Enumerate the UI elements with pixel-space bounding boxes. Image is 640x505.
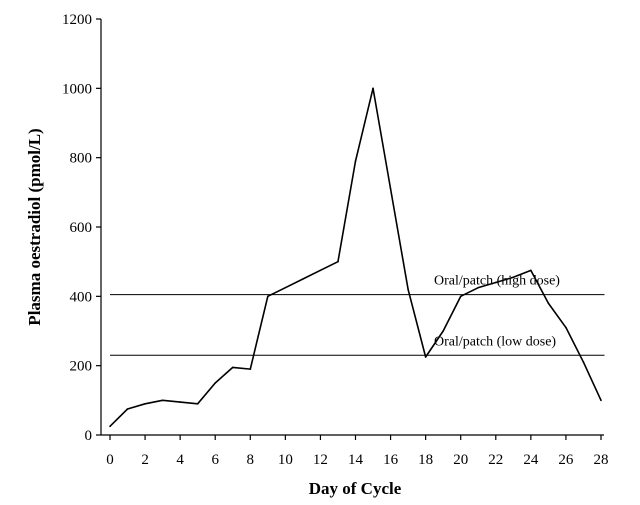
y-tick-label: 0 xyxy=(85,428,93,444)
data-point xyxy=(600,399,602,402)
x-tick-label: 18 xyxy=(418,452,433,468)
x-tick-label: 16 xyxy=(383,452,399,468)
data-point xyxy=(196,403,199,405)
x-tick-label: 14 xyxy=(348,452,364,468)
y-tick-label: 400 xyxy=(70,289,93,305)
data-point xyxy=(459,295,462,298)
data-point xyxy=(582,361,585,364)
data-point xyxy=(407,288,409,291)
data-point xyxy=(494,281,497,284)
data-point xyxy=(109,425,111,428)
y-tick-label: 600 xyxy=(70,220,93,236)
y-tick-label: 200 xyxy=(70,359,93,375)
data-point xyxy=(249,368,252,370)
data-point xyxy=(161,399,164,402)
x-tick-label: 2 xyxy=(141,452,149,468)
y-tick-label: 1000 xyxy=(62,81,92,97)
x-tick-label: 20 xyxy=(453,452,468,468)
reference-line-label: Oral/patch (high dose) xyxy=(434,274,560,289)
x-tick-label: 0 xyxy=(106,452,114,468)
data-point xyxy=(337,260,339,263)
series xyxy=(109,87,602,428)
data-point xyxy=(530,269,532,272)
x-tick-label: 8 xyxy=(247,452,255,468)
x-axis-title: Day of Cycle xyxy=(309,479,402,498)
data-point xyxy=(354,160,357,162)
data-point xyxy=(284,286,287,289)
data-point xyxy=(214,382,217,384)
x-tick-label: 26 xyxy=(558,452,574,468)
data-point xyxy=(372,87,374,90)
data-point xyxy=(144,403,146,405)
data-point xyxy=(389,188,392,190)
data-point xyxy=(319,269,322,272)
data-point xyxy=(231,366,234,369)
data-point xyxy=(512,276,515,279)
x-tick-label: 12 xyxy=(313,452,328,468)
data-point xyxy=(442,330,444,332)
y-tick-label: 1200 xyxy=(62,12,92,28)
x-tick-label: 28 xyxy=(594,452,609,468)
data-point xyxy=(267,295,269,298)
reference-line-label: Oral/patch (low dose) xyxy=(434,334,556,349)
y-tick-label: 800 xyxy=(70,151,93,167)
x-tick-label: 4 xyxy=(176,452,184,468)
series-line xyxy=(109,87,602,427)
data-point xyxy=(302,278,304,280)
data-point xyxy=(126,408,129,410)
data-point xyxy=(565,326,567,329)
data-point xyxy=(179,401,181,403)
x-tick-label: 22 xyxy=(488,452,503,468)
y-axis-title: Plasma oestradiol (pmol/L) xyxy=(25,128,44,325)
data-point xyxy=(424,356,427,358)
x-tick-label: 10 xyxy=(278,452,293,468)
x-tick-label: 6 xyxy=(211,452,219,468)
reference-lines: Oral/patch (high dose) Oral/patch (low do… xyxy=(110,274,605,356)
x-tick-label: 24 xyxy=(523,452,539,468)
data-point xyxy=(477,286,480,289)
data-point xyxy=(547,302,550,305)
